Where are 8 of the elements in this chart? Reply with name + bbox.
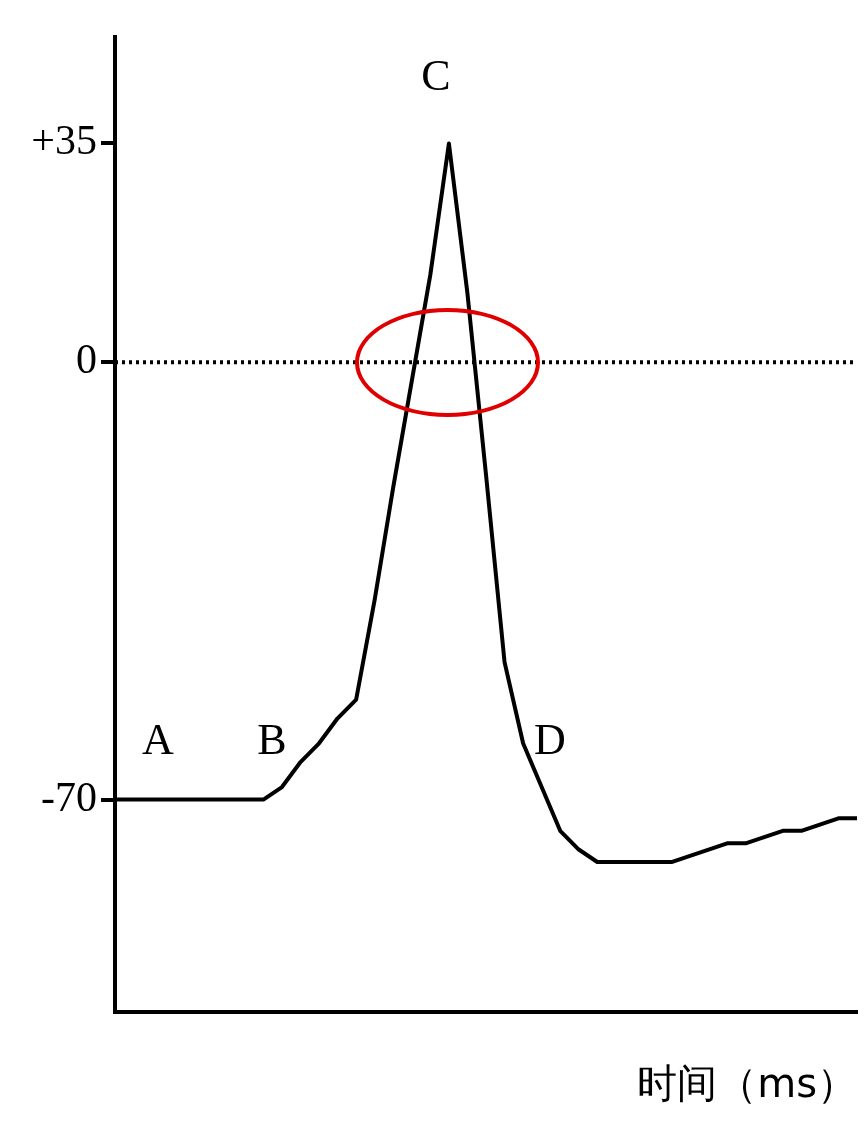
x-axis-title: 时间（ms） (637, 1060, 857, 1107)
y-tick-label: -70 (41, 773, 97, 820)
annotation: B (257, 714, 287, 764)
y-tick-label: +35 (31, 117, 97, 164)
annotation: D (534, 714, 566, 764)
annotation: C (421, 50, 451, 100)
y-tick-label: 0 (76, 336, 97, 383)
annotation: A (142, 714, 175, 764)
